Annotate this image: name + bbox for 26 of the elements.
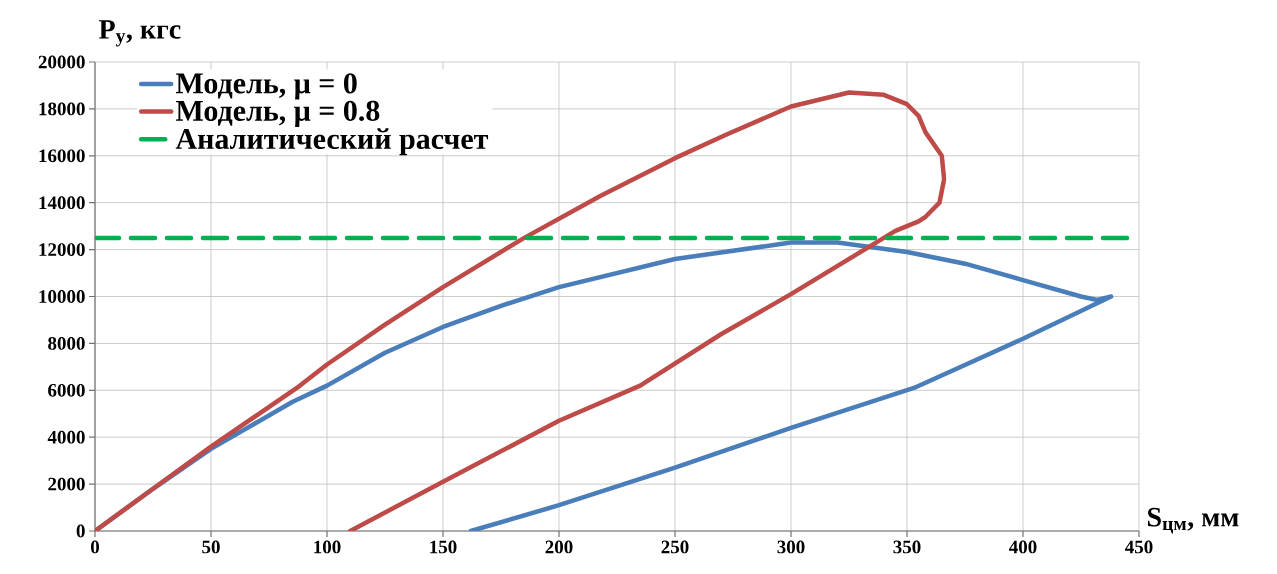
legend-label: Аналитический расчет	[175, 128, 489, 156]
x-tick-label: 300	[777, 540, 805, 554]
x-tick-label: 450	[1125, 540, 1153, 554]
x-tick-label: 100	[314, 540, 341, 554]
x-tick-label: 250	[661, 540, 689, 554]
y-tick-label: 20000	[38, 55, 85, 69]
y-tick-label: 16000	[39, 149, 85, 163]
x-tick-label: 350	[893, 540, 921, 554]
x-axis-title: S$_{цм}$, мм	[1148, 507, 1239, 534]
legend-label: Модель, μ = 0.8	[175, 100, 380, 128]
y-tick-label: 4000	[47, 430, 85, 444]
x-tick-label: 200	[545, 540, 573, 554]
y-tick-label: 14000	[39, 196, 85, 210]
y-tick-label: 8000	[48, 337, 85, 350]
y-tick-label: 10000	[39, 290, 85, 303]
y-tick-label: 2000	[48, 477, 85, 491]
y-tick-label: 6000	[48, 383, 85, 397]
x-tick-label: 150	[430, 540, 457, 554]
x-tick-label: 50	[202, 540, 220, 554]
x-tick-label: 0	[90, 540, 100, 554]
y-tick-label: 12000	[39, 243, 85, 257]
legend-label: Модель, μ = 0	[175, 73, 357, 100]
x-tick-label: 400	[1009, 540, 1037, 554]
y-axis-title: P$_{y}$, кгс	[99, 20, 181, 47]
y-tick-label: 18000	[39, 102, 85, 116]
y-tick-label: 0	[76, 524, 85, 538]
